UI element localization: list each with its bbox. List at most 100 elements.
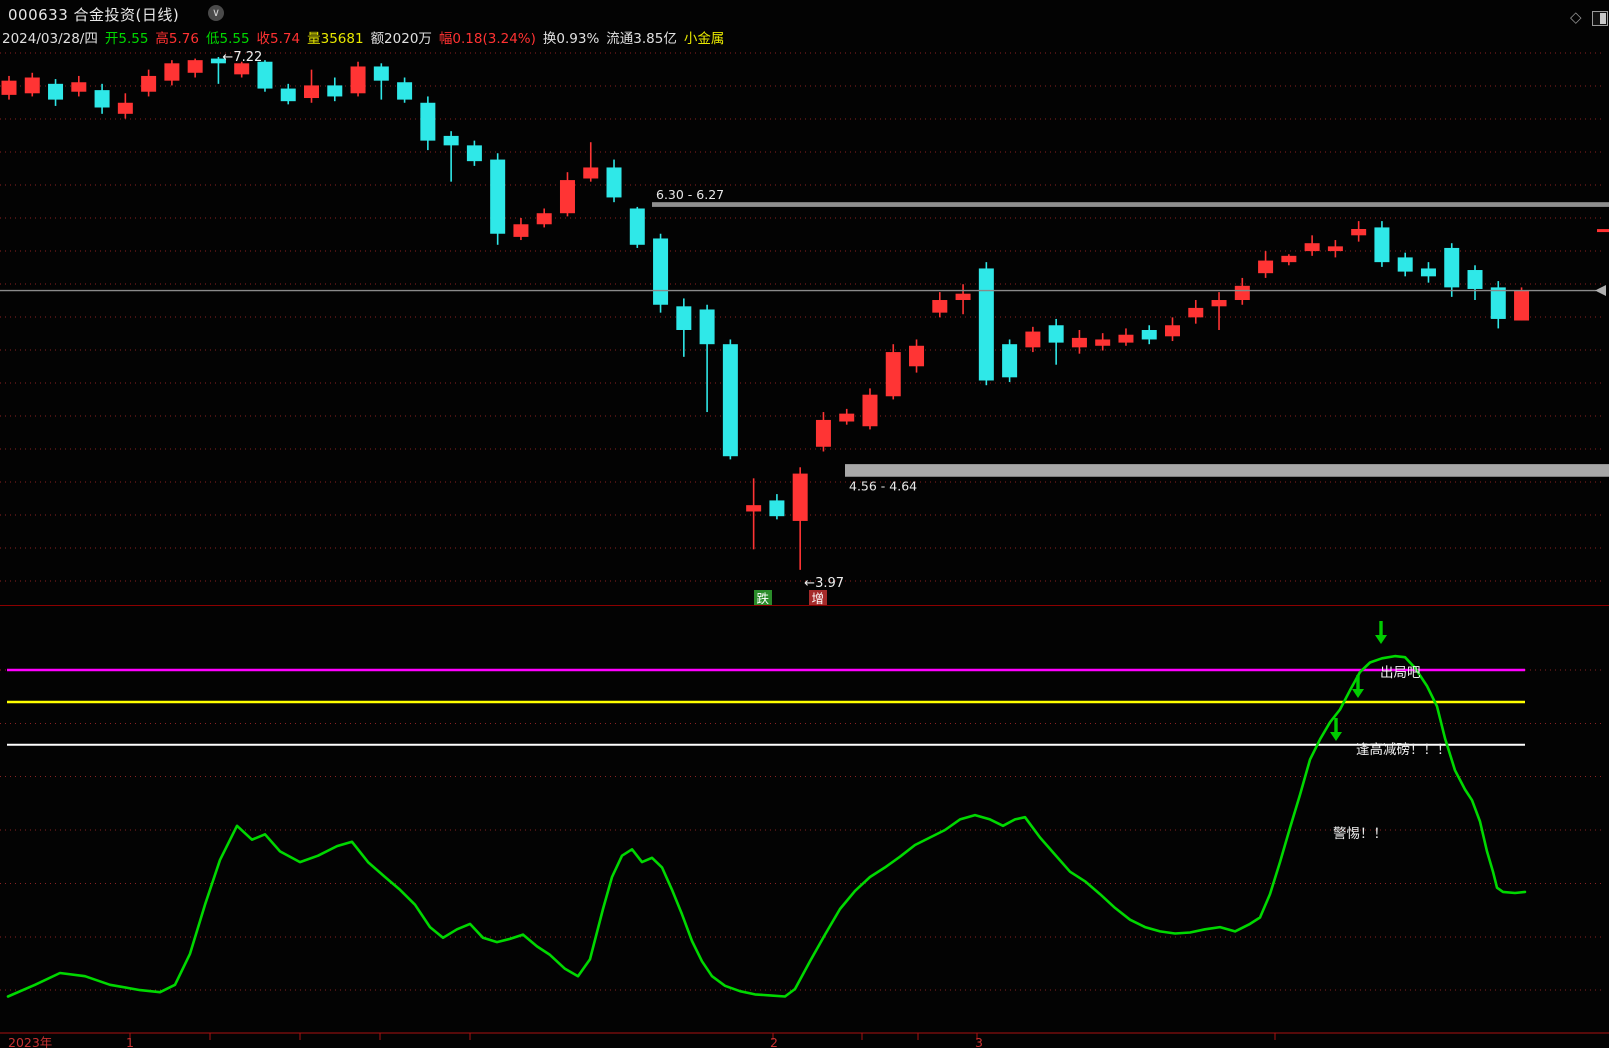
- volume-badge: [754, 590, 772, 606]
- candle-body: [210, 58, 226, 64]
- volume-badge: [809, 590, 827, 606]
- sell-signal-arrow-icon: [1375, 621, 1387, 644]
- candle-body: [1, 80, 17, 95]
- candle-body: [397, 82, 413, 100]
- candle-body: [24, 77, 40, 94]
- candle-body: [1211, 300, 1227, 307]
- quote-segment: 换0.93%: [542, 31, 600, 47]
- diamond-icon[interactable]: ◇: [1570, 8, 1582, 26]
- quote-segment: 幅0.18(3.24%): [438, 31, 536, 47]
- candle-body: [1281, 255, 1297, 263]
- sell-signal-arrow-icon: [1330, 718, 1342, 741]
- low-price-label: ←3.97: [804, 576, 844, 591]
- stock-title: 000633 合金投资(日线): [8, 6, 180, 24]
- candle-body: [676, 306, 692, 330]
- candle-body: [164, 63, 180, 81]
- chevron-down-icon[interactable]: ∨: [208, 5, 224, 21]
- candle-body: [955, 293, 971, 301]
- indicator-annotation: 逢高减磅！！！: [1356, 741, 1451, 758]
- quote-segment: 额2020万: [370, 31, 432, 47]
- candle-body: [932, 300, 948, 313]
- quote-segment: 小金属: [683, 31, 725, 47]
- quote-segment: 低5.55: [205, 31, 250, 47]
- layout-split-icon[interactable]: [1592, 11, 1608, 26]
- candle-body: [1467, 270, 1483, 289]
- candle-body: [350, 66, 366, 94]
- title-bar: 000633 合金投资(日线) ∨ ◇: [0, 0, 1609, 26]
- candle-body: [978, 268, 994, 381]
- candle-body: [327, 85, 343, 97]
- candle-body: [1304, 243, 1320, 252]
- candle-body: [559, 180, 575, 214]
- candle-body: [909, 345, 925, 367]
- candle-body: [792, 473, 808, 521]
- indicator-header: ∨ 卖出提醒警戒线: 2.80减仓线: 3.20卖出线: 3.50动力线: 1.…: [0, 606, 1609, 623]
- candle-body: [862, 394, 878, 427]
- volume-badge-label: 增: [812, 591, 825, 606]
- candle-body: [839, 413, 855, 422]
- time-axis-label: 2023年: [8, 1035, 52, 1048]
- quote-segment: 量35681: [307, 31, 364, 47]
- candle-body: [1258, 260, 1274, 274]
- candle-body: [1514, 290, 1530, 321]
- candle-body: [769, 500, 785, 517]
- candle-body: [1351, 229, 1367, 236]
- candle-body: [490, 159, 506, 234]
- edge-price-marker: [1597, 229, 1609, 233]
- candle-body: [141, 75, 157, 92]
- high-price-label: ←7.22: [222, 50, 262, 65]
- time-axis-label: 2: [770, 1035, 778, 1048]
- gap-zone-label: 6.30 - 6.27: [656, 187, 724, 202]
- candle-body: [373, 66, 389, 81]
- quote-segment: 2024/03/28/四: [2, 31, 98, 47]
- candle-body: [699, 309, 715, 345]
- candle-body: [1141, 329, 1157, 340]
- gap-zone-bar: [845, 464, 1609, 477]
- indicator-annotation: 警惕！！: [1333, 826, 1387, 842]
- candle-body: [513, 224, 529, 237]
- candle-body: [304, 85, 320, 99]
- candle-body: [1095, 339, 1111, 346]
- indicator-annotation: 出局吧: [1380, 665, 1421, 681]
- sell-signal-arrow-icon: [1352, 675, 1364, 698]
- volume-badge-label: 跌: [757, 591, 770, 606]
- candle-body: [71, 82, 87, 92]
- candle-body: [1234, 285, 1250, 301]
- candle-body: [94, 90, 110, 108]
- momentum-line: [6, 654, 1527, 998]
- candle-body: [443, 135, 459, 146]
- candle-body: [1118, 334, 1134, 343]
- quote-segment: 开5.55: [104, 31, 149, 47]
- candle-body: [885, 352, 901, 397]
- candle-body: [606, 167, 622, 198]
- candle-body: [187, 60, 203, 73]
- candle-body: [815, 419, 831, 447]
- candle-body: [536, 213, 552, 225]
- candle-body: [1420, 268, 1436, 277]
- candle-body: [722, 344, 738, 457]
- quote-info-bar: 2024/03/28/四 开5.55 高5.76 低5.55 收5.74 量35681 额2…: [2, 27, 731, 47]
- candle-body: [1397, 257, 1413, 272]
- candle-body: [420, 102, 436, 141]
- candle-body: [746, 505, 762, 512]
- quote-segment: 流通3.85亿: [606, 31, 677, 47]
- time-axis-label: 3: [975, 1035, 983, 1048]
- quote-segment: 高5.76: [155, 31, 199, 47]
- gap-zone-bar: [652, 202, 1609, 207]
- candle-body: [1165, 325, 1180, 337]
- candle-body: [1048, 325, 1064, 343]
- candle-body: [117, 102, 133, 114]
- candle-body: [466, 145, 482, 162]
- candle-body: [1025, 331, 1041, 348]
- candle-body: [653, 238, 669, 305]
- candle-body: [234, 63, 250, 75]
- price-line-arrow[interactable]: [1595, 285, 1606, 297]
- candle-body: [1188, 307, 1204, 318]
- gap-zone-label: 4.56 - 4.64: [849, 479, 917, 494]
- candle-body: [629, 208, 645, 245]
- candle-body: [257, 61, 273, 89]
- candle-body: [48, 83, 64, 100]
- candle-body: [280, 88, 296, 102]
